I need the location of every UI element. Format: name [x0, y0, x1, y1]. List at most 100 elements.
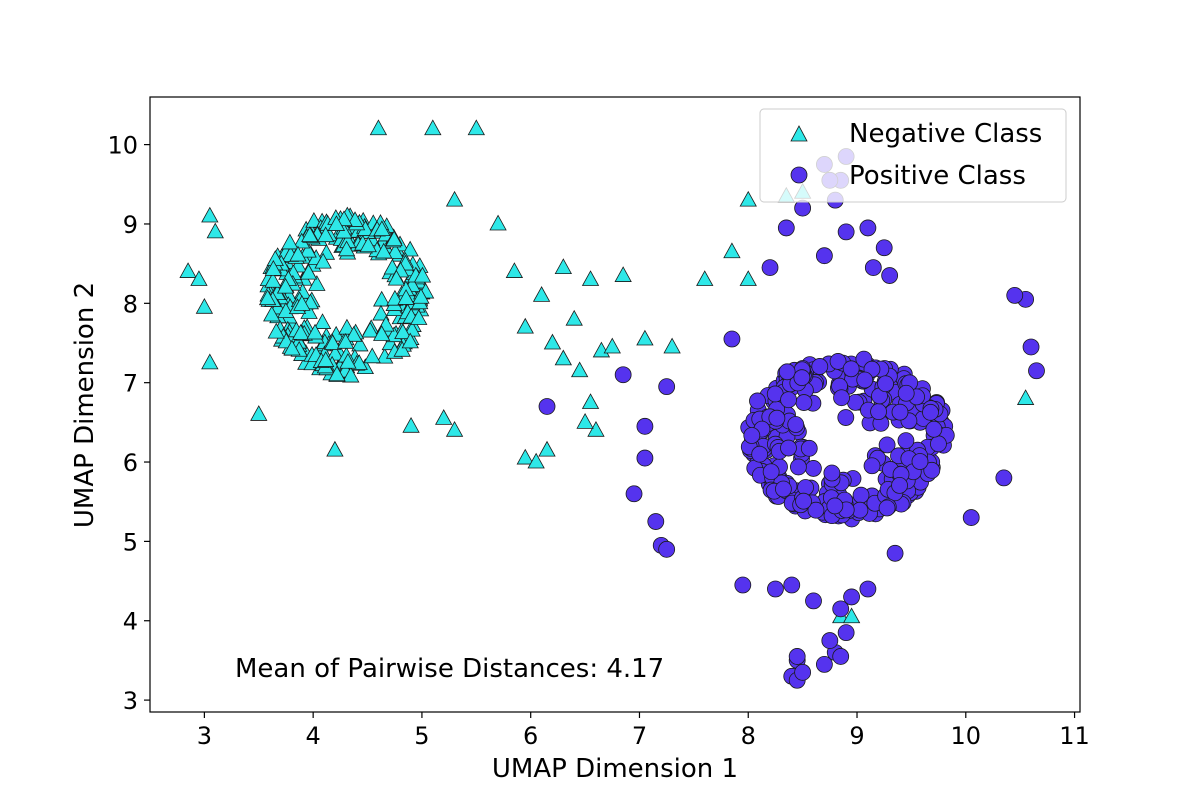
- negative-class-point: [1016, 389, 1035, 405]
- negative-class-point: [385, 230, 403, 247]
- x-tick-label: 5: [414, 722, 429, 750]
- positive-class-point: [614, 366, 632, 384]
- positive-class-point: [800, 439, 818, 457]
- positive-class-point: [777, 219, 795, 237]
- negative-class-point: [301, 226, 319, 243]
- x-tick-label: 8: [741, 722, 756, 750]
- legend-negative-label: Negative Class: [849, 119, 1042, 149]
- positive-class-point: [1006, 286, 1024, 304]
- negative-class-point: [351, 335, 369, 352]
- negative-class-point: [435, 409, 453, 425]
- negative-class-point: [401, 240, 419, 257]
- positive-class-point: [829, 353, 847, 370]
- y-tick-label: 8: [123, 290, 138, 318]
- negative-class-point: [195, 297, 214, 314]
- negative-class-point: [305, 211, 323, 228]
- positive-class-point: [658, 378, 676, 396]
- negative-class-point: [346, 211, 364, 227]
- negative-class-point: [576, 413, 594, 429]
- positive-class-point: [1022, 338, 1040, 356]
- negative-class-point: [565, 309, 583, 326]
- negative-class-point: [258, 289, 277, 306]
- positive-class-point: [811, 358, 829, 375]
- positive-class-point: [995, 469, 1013, 487]
- positive-class-point: [1028, 362, 1045, 380]
- x-tick-label: 10: [951, 722, 982, 750]
- y-tick-label: 6: [123, 449, 138, 477]
- positive-class-point: [852, 486, 870, 504]
- negative-class-point: [350, 354, 368, 370]
- legend[interactable]: Negative Class Positive Class: [759, 108, 1067, 203]
- positive-class-point: [832, 600, 850, 618]
- negative-class-point: [201, 353, 219, 370]
- positive-class-point: [863, 457, 881, 475]
- negative-class-point: [299, 241, 317, 258]
- positive-class-point: [842, 360, 860, 378]
- positive-class-point: [780, 439, 797, 457]
- positive-class-point: [878, 436, 896, 454]
- negative-class-point: [293, 295, 311, 311]
- positive-class-point: [877, 375, 894, 393]
- negative-class-point: [342, 366, 360, 383]
- negative-class-point: [375, 242, 393, 259]
- negative-class-point: [327, 215, 346, 231]
- points-layer: [179, 119, 1045, 689]
- negative-class-point: [554, 258, 573, 275]
- negative-class-point: [339, 352, 357, 369]
- positive-class-point: [767, 580, 784, 598]
- y-tick-label: 7: [123, 370, 138, 398]
- negative-class-point: [276, 277, 295, 294]
- negative-class-point: [281, 233, 299, 250]
- positive-class-point: [864, 259, 882, 277]
- negative-class-point: [412, 287, 430, 304]
- negative-class-point: [538, 440, 556, 457]
- negative-class-point: [387, 269, 406, 286]
- negative-class-point: [316, 226, 335, 243]
- positive-class-point: [859, 580, 877, 598]
- negative-class-point: [308, 275, 326, 291]
- negative-class-point: [402, 416, 420, 433]
- positive-class-point: [768, 409, 786, 427]
- positive-class-point: [761, 259, 779, 277]
- positive-class-point: [815, 247, 833, 265]
- negative-class-point: [587, 420, 605, 437]
- negative-class-point: [663, 337, 681, 354]
- negative-class-point: [739, 190, 757, 207]
- negative-class-point: [603, 337, 621, 354]
- negative-class-point: [394, 323, 412, 340]
- positive-class-point: [875, 239, 893, 257]
- negative-class-point: [283, 339, 301, 356]
- y-tick-label: 4: [123, 608, 138, 636]
- positive-class-point: [794, 663, 812, 681]
- positive-class-point: [658, 540, 676, 558]
- legend-positive-label: Positive Class: [849, 161, 1026, 191]
- negative-class-point: [314, 252, 332, 269]
- negative-class-point: [289, 245, 307, 262]
- positive-class-point: [859, 219, 877, 237]
- positive-class-point: [743, 427, 761, 444]
- negative-class-point: [338, 318, 356, 335]
- negative-class-point: [489, 214, 507, 231]
- negative-class-point: [359, 236, 377, 253]
- plot-frame: [149, 96, 1081, 713]
- y-tick-label: 3: [123, 687, 138, 715]
- positive-class-point: [930, 435, 947, 453]
- negative-class-point: [516, 448, 534, 465]
- negative-class-point: [386, 289, 404, 306]
- x-tick-label: 3: [197, 722, 212, 750]
- negative-class-point: [636, 329, 654, 346]
- positive-class-point: [788, 648, 806, 665]
- negative-class-point: [373, 290, 391, 307]
- legend-box: [759, 108, 1067, 203]
- negative-class-point: [250, 405, 268, 421]
- positive-class-point: [833, 389, 850, 407]
- negative-class-point: [505, 262, 524, 278]
- x-tick-label: 11: [1059, 722, 1090, 750]
- negative-class-point: [842, 607, 861, 624]
- positive-class-point: [636, 449, 654, 467]
- y-tick-label: 5: [123, 528, 138, 556]
- positive-class-point: [837, 223, 855, 241]
- positive-class-point: [647, 513, 665, 530]
- positive-class-point: [821, 632, 839, 649]
